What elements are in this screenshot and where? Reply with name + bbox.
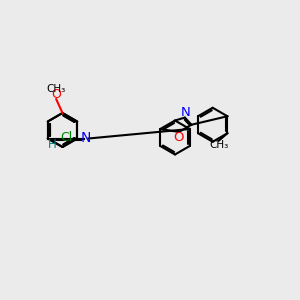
Text: O: O xyxy=(174,131,184,144)
Text: N: N xyxy=(81,130,91,145)
Text: CH₃: CH₃ xyxy=(209,140,228,150)
Text: Cl: Cl xyxy=(60,131,72,144)
Text: H: H xyxy=(48,137,57,151)
Text: N: N xyxy=(181,106,190,119)
Text: CH₃: CH₃ xyxy=(46,84,65,94)
Text: O: O xyxy=(51,88,61,101)
